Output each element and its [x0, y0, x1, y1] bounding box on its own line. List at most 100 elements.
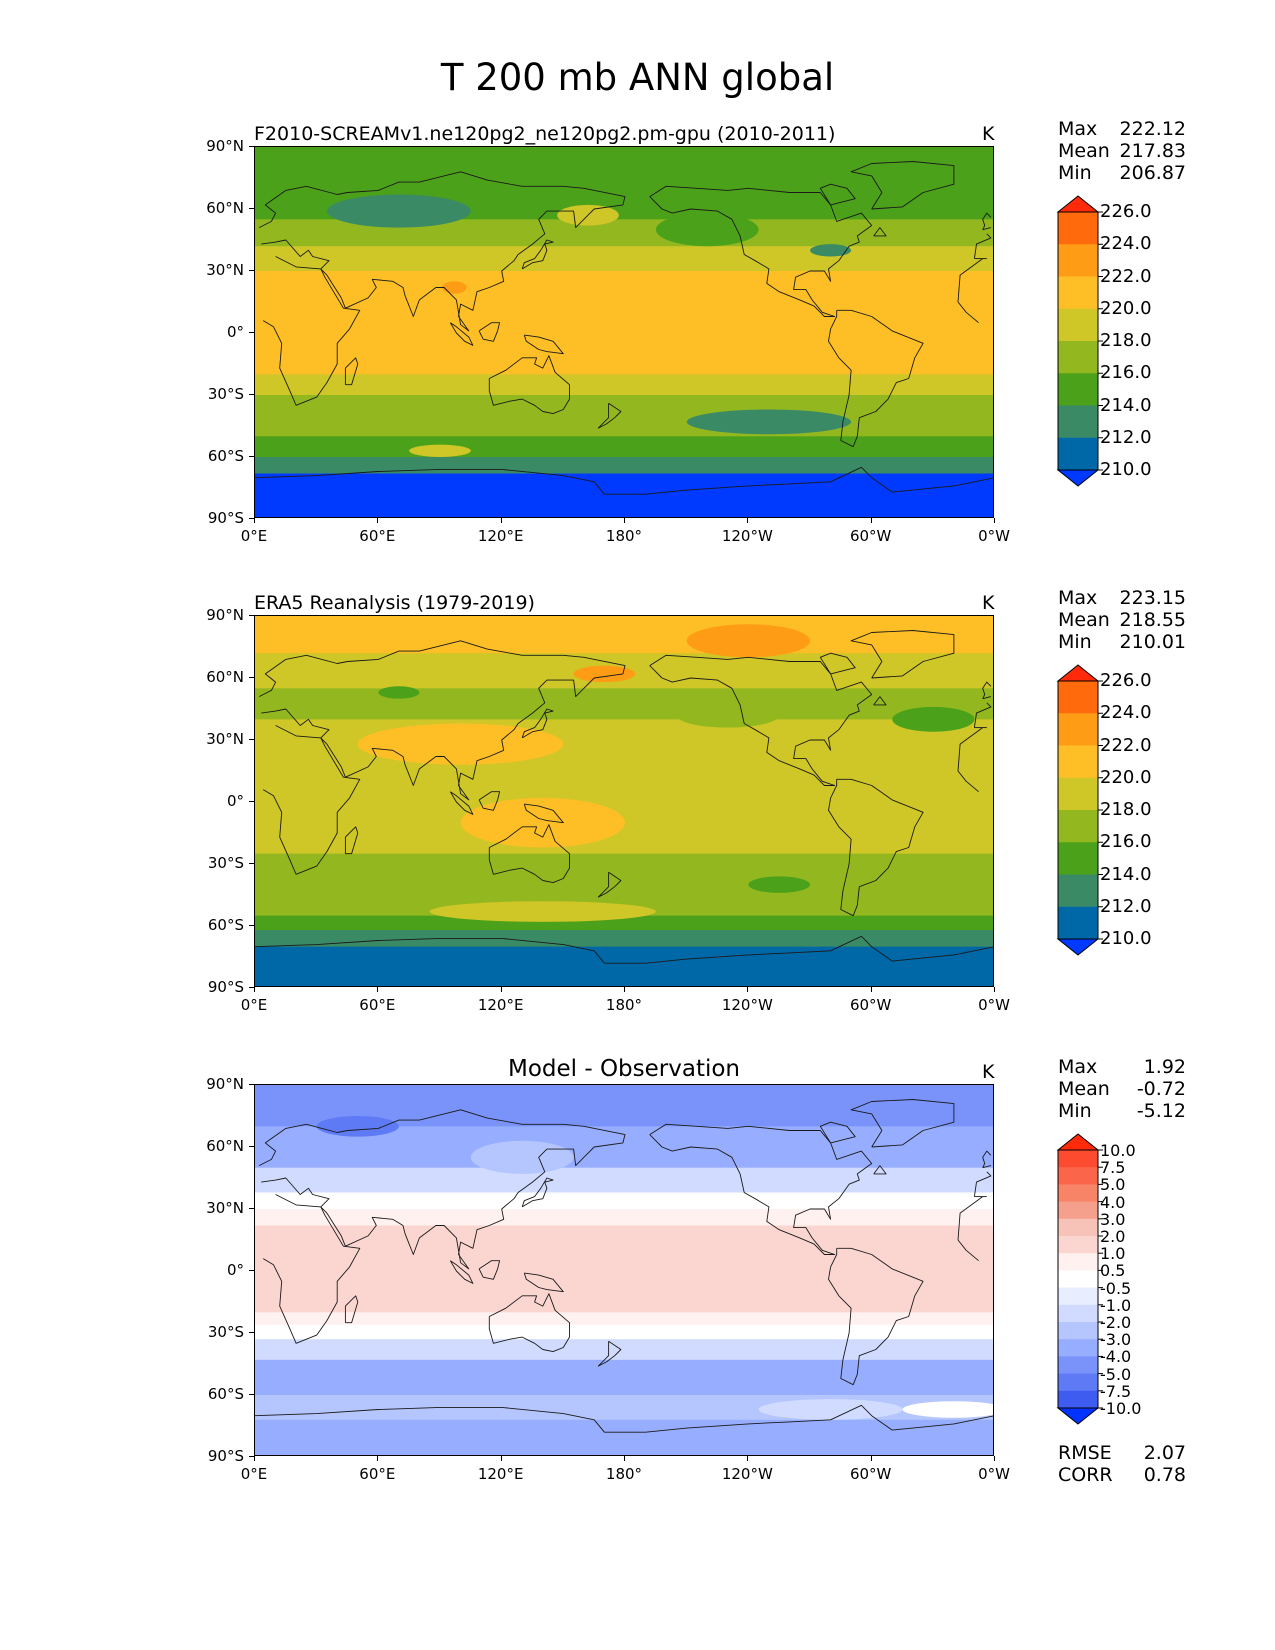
coastline-australia: [488, 1293, 570, 1353]
min-value: 206.87: [1119, 162, 1186, 184]
coastline-samerica: [828, 309, 924, 448]
coastline-uk: [982, 1165, 992, 1169]
corr-label: CORR: [1058, 1464, 1113, 1486]
colorbar-swatch: [1058, 1150, 1098, 1168]
x-tick: [870, 518, 872, 523]
units-label: K: [982, 592, 995, 614]
mean-value: -0.72: [1136, 1078, 1186, 1100]
colorbar-label: -7.5: [1100, 1381, 1132, 1401]
max-value: 1.92: [1143, 1056, 1186, 1078]
lat-tick-label: 0°: [226, 323, 244, 341]
coastline-africa: [957, 1196, 983, 1241]
lon-tick-label: 0°W: [978, 527, 1010, 545]
coastline-japan: [521, 239, 554, 270]
x-tick: [994, 987, 995, 992]
field-band: [255, 1209, 993, 1227]
x-tick: [747, 518, 749, 523]
field-anomaly: [686, 409, 852, 435]
colorbar-extend-min: [1056, 1407, 1100, 1425]
lon-tick-label: 180°: [605, 1465, 643, 1483]
stats-block: Max 222.12 Mean 217.83 Min 206.87: [1058, 118, 1186, 184]
min-label: Min: [1058, 162, 1092, 184]
colorbar-label: 222.0: [1100, 734, 1152, 756]
colorbar-label: 220.0: [1100, 766, 1152, 788]
colorbar-swatch: [1058, 244, 1098, 277]
coastlines: [255, 630, 993, 964]
colorbar-swatch: [1058, 1390, 1098, 1409]
lon-tick-label: 0°W: [978, 1465, 1010, 1483]
colorbar-extend-min: [1056, 938, 1100, 956]
coastline-newfoundland: [873, 1165, 887, 1175]
colorbar-swatch: [1058, 842, 1098, 875]
metrics-block: RMSE 2.07 CORR 0.78: [1058, 1442, 1186, 1486]
coastline-madagascar: [344, 1295, 359, 1324]
colorbar-label: 214.0: [1100, 394, 1152, 416]
coastline-borneo: [478, 322, 501, 342]
colorbar-label: -5.0: [1100, 1364, 1132, 1384]
coastline-africa: [262, 256, 361, 406]
coastlines: [255, 161, 993, 495]
rmse-value: 2.07: [1143, 1442, 1186, 1464]
coastline-africa: [957, 1239, 979, 1262]
lat-tick-label: 60°S: [207, 916, 244, 934]
temperature-field: [255, 1085, 993, 1455]
lon-tick-label: 120°W: [721, 527, 773, 545]
coastline-uk: [982, 212, 992, 230]
coastline-samerica: [828, 778, 924, 917]
field-anomaly: [902, 1401, 993, 1418]
colorbar-label: 212.0: [1100, 895, 1152, 917]
field-band: [255, 1312, 993, 1326]
x-tick: [500, 987, 502, 992]
x-tick: [377, 987, 379, 992]
coastline-antarctica: [255, 466, 993, 495]
colorbar: 226.0 224.0 222.0 220.0 218.0 216.0 214.0 212.0…: [1056, 663, 1152, 961]
y-tick: [249, 518, 254, 519]
min-value: -5.12: [1136, 1100, 1186, 1122]
coastline-greenland: [850, 630, 955, 679]
coastline-antarctica: [255, 1404, 993, 1433]
colorbar-label: 224.0: [1100, 702, 1152, 724]
colorbar-label: 3.0: [1100, 1209, 1126, 1229]
colorbar-label: 0.5: [1100, 1261, 1126, 1281]
max-value: 222.12: [1119, 118, 1186, 140]
x-tick: [254, 987, 255, 992]
field-anomaly: [758, 1399, 903, 1420]
field-anomaly: [326, 194, 471, 228]
colorbar-label: 214.0: [1100, 863, 1152, 885]
colorbar-swatch: [1058, 874, 1098, 908]
colorbar-label: 218.0: [1100, 799, 1152, 820]
colorbar-swatch: [1058, 906, 1098, 940]
y-tick: [249, 1332, 254, 1333]
coastline-uk: [982, 1150, 992, 1168]
mean-label: Mean: [1058, 1078, 1110, 1100]
y-tick: [249, 615, 254, 616]
lat-tick-label: 30°S: [207, 1323, 244, 1341]
panel-difference: Model - Observation K Max 1.92 Mean -0.72 …: [0, 1056, 1275, 1526]
coastline-japan: [521, 708, 554, 739]
colorbar-label: 2.0: [1100, 1227, 1126, 1246]
coastline-eurasia: [973, 702, 992, 728]
coastline-madagascar: [344, 826, 359, 855]
coastline-nz: [597, 1340, 622, 1367]
rmse-label: RMSE: [1058, 1442, 1112, 1464]
units-label: K: [982, 123, 995, 145]
y-tick: [249, 1084, 254, 1085]
map-difference: [254, 1084, 994, 1456]
colorbar-label: 226.0: [1100, 201, 1152, 222]
colorbar-swatch: [1058, 308, 1098, 342]
colorbar-swatch: [1058, 1167, 1098, 1185]
field-band: [255, 930, 993, 948]
colorbar-label: -4.0: [1100, 1347, 1132, 1367]
coastline-greenland: [850, 1099, 955, 1148]
colorbar-label: 212.0: [1100, 426, 1152, 448]
field-band: [255, 1324, 993, 1340]
lat-tick-label: 60°N: [206, 199, 244, 217]
lat-tick-label: 90°S: [207, 509, 244, 527]
colorbar-swatch: [1058, 681, 1098, 714]
field-band: [255, 1339, 993, 1361]
lon-tick-label: 0°E: [240, 527, 268, 545]
lon-tick-label: 60°E: [359, 527, 396, 545]
coastline-nz: [597, 871, 622, 898]
coastline-africa: [262, 725, 361, 875]
y-tick: [249, 456, 254, 457]
